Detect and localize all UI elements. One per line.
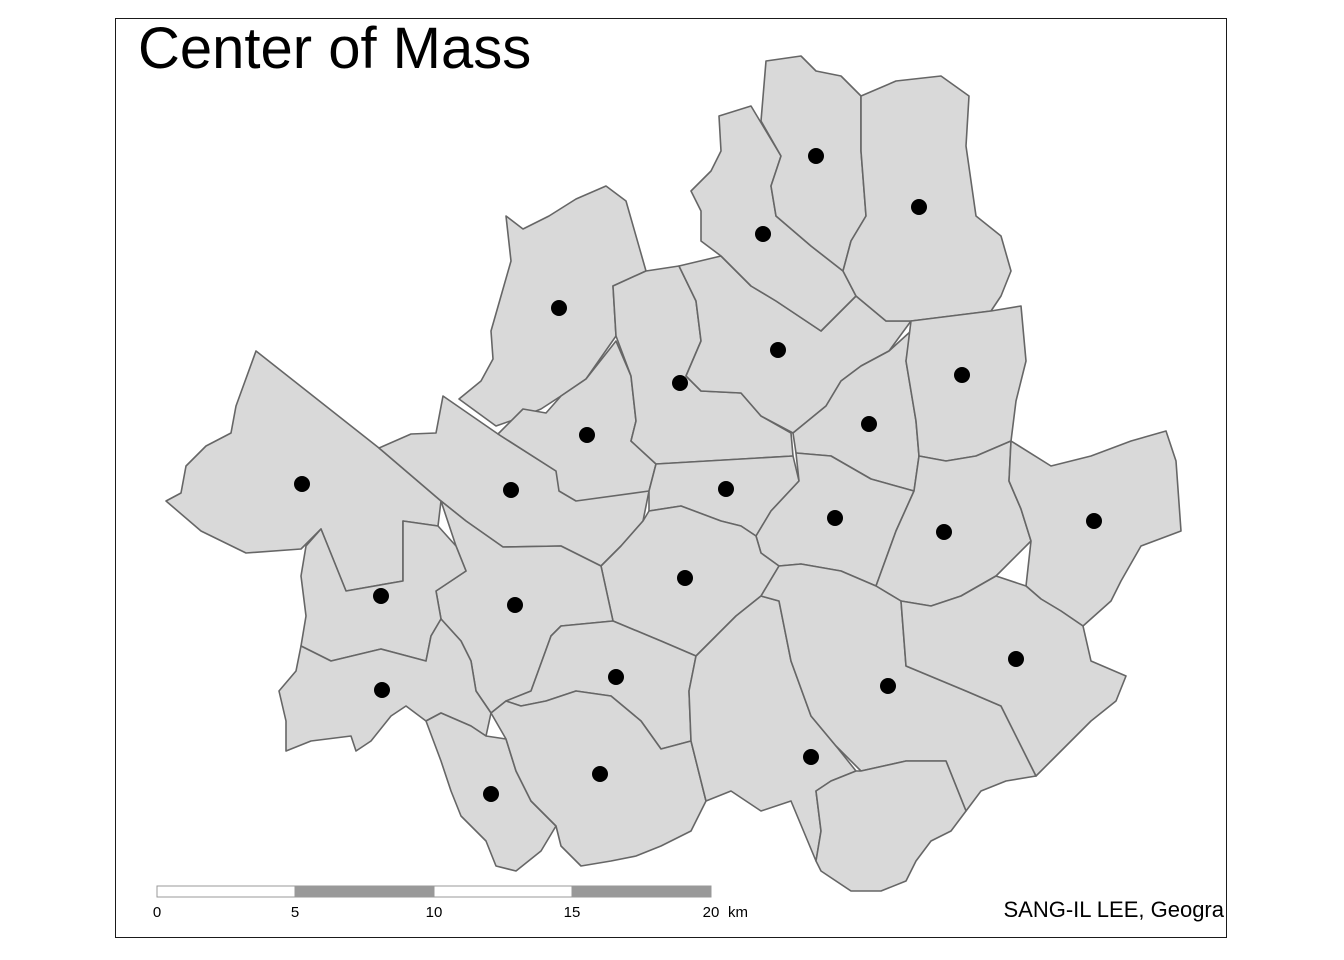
centroid-marker: [827, 510, 843, 526]
centroid-marker: [503, 482, 519, 498]
centroid-marker: [1008, 651, 1024, 667]
centroid-marker: [579, 427, 595, 443]
scale-tick-label: 15: [564, 904, 581, 921]
scale-tick-label: 10: [426, 904, 443, 921]
centroid-marker: [483, 786, 499, 802]
scale-segment: [294, 885, 435, 898]
scale-tick-label: 5: [291, 904, 299, 921]
centroid-marker: [936, 524, 952, 540]
centroid-marker: [770, 342, 786, 358]
centroid-marker: [755, 226, 771, 242]
centroid-marker: [373, 588, 389, 604]
centroid-marker: [294, 476, 310, 492]
centroid-marker: [608, 669, 624, 685]
centroid-marker: [507, 597, 523, 613]
centroid-marker: [592, 766, 608, 782]
map-panel: 0 5 10 15 20 km Center of Mass SANG-IL L…: [115, 18, 1227, 938]
district-polygon: [165, 350, 442, 592]
scale-tick-label: 0: [153, 904, 161, 921]
district-polygons: [165, 55, 1182, 892]
centroid-marker: [954, 367, 970, 383]
district-polygon: [900, 575, 1127, 777]
district-polygon: [842, 75, 1012, 322]
seoul-district-map: 0 5 10 15 20 km: [153, 55, 1182, 921]
centroid-marker: [803, 749, 819, 765]
centroid-marker: [911, 199, 927, 215]
scale-segment: [156, 885, 296, 898]
district-polygon: [905, 305, 1027, 462]
district-polygon: [815, 760, 967, 892]
centroid-marker: [808, 148, 824, 164]
centroid-marker: [1086, 513, 1102, 529]
scale-segment: [571, 885, 712, 898]
centroid-marker: [861, 416, 877, 432]
centroid-marker: [672, 375, 688, 391]
scale-unit-label: km: [728, 904, 748, 921]
scale-tick-label: 20: [703, 904, 720, 921]
district-polygon: [760, 563, 1037, 812]
credit-text: SANG-IL LEE, Geogra: [1003, 897, 1224, 922]
centroid-marker: [374, 682, 390, 698]
scale-bar: 0 5 10 15 20 km: [153, 885, 748, 921]
scale-segment: [433, 885, 573, 898]
map-title: Center of Mass: [138, 18, 532, 81]
centroid-marker: [551, 300, 567, 316]
centroid-marker: [677, 570, 693, 586]
centroid-marker: [718, 481, 734, 497]
centroid-points: [294, 148, 1102, 802]
centroid-marker: [880, 678, 896, 694]
